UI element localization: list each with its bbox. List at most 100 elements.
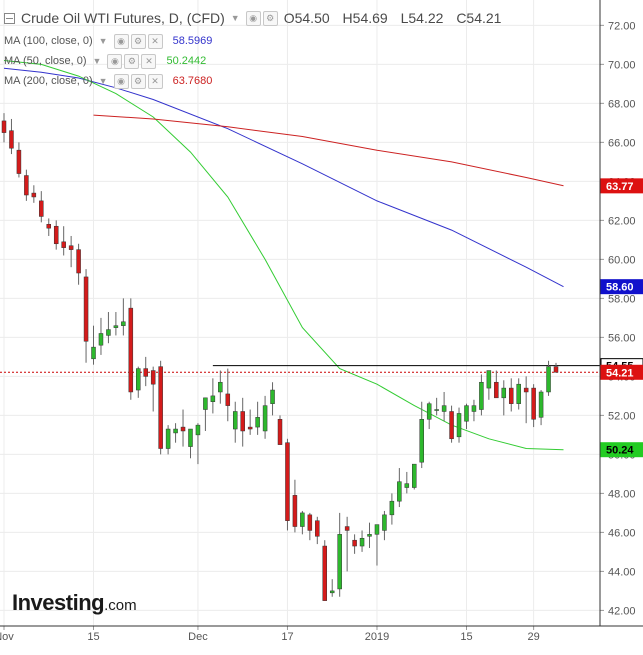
y-tick-label: 44.00 xyxy=(608,566,636,578)
candle-body xyxy=(76,249,81,274)
candle-body xyxy=(471,405,477,412)
candle-body xyxy=(359,537,365,547)
candle-body xyxy=(136,368,141,391)
gear-icon[interactable]: ⚙ xyxy=(262,10,278,26)
eye-icon[interactable]: ◉ xyxy=(113,73,129,89)
candle-body xyxy=(501,387,507,399)
candle-body xyxy=(247,426,253,430)
candle-body xyxy=(456,413,462,438)
candle-body xyxy=(195,424,201,436)
y-tick-label: 70.00 xyxy=(608,59,636,71)
candle-body xyxy=(397,481,402,502)
y-tick-label: 60.00 xyxy=(608,254,636,266)
x-tick-label: 17 xyxy=(281,631,293,643)
candle-body xyxy=(203,397,208,410)
candle-body xyxy=(53,225,59,245)
candle-body xyxy=(419,419,424,463)
gear-icon[interactable]: ⚙ xyxy=(130,73,146,89)
candle-body xyxy=(441,405,447,412)
candle-body xyxy=(479,381,484,410)
price-tag xyxy=(600,178,643,194)
candle-body xyxy=(106,329,111,336)
eye-icon[interactable]: ◉ xyxy=(107,53,123,69)
close-icon[interactable]: ✕ xyxy=(147,73,163,89)
candle-body xyxy=(255,417,260,428)
price-tag-label: 50.24 xyxy=(606,445,634,457)
candle-body xyxy=(98,333,104,346)
y-tick-label: 56.00 xyxy=(608,332,636,344)
candle-body xyxy=(143,368,148,377)
y-tick-label: 72.00 xyxy=(608,20,636,32)
x-tick-label: Nov xyxy=(0,631,14,643)
candle-body xyxy=(232,411,238,430)
chevron-down-icon[interactable]: ▼ xyxy=(98,36,108,46)
low-value: L54.22 xyxy=(400,10,444,26)
y-tick-label: 46.00 xyxy=(608,527,636,539)
ma-line xyxy=(3,67,564,288)
candle-body xyxy=(150,370,156,385)
candle-body xyxy=(464,405,469,422)
chevron-down-icon[interactable]: ▼ xyxy=(98,76,108,86)
candle-body xyxy=(300,512,305,527)
candle-body xyxy=(240,411,245,432)
candle-body xyxy=(225,393,231,406)
candle-body xyxy=(315,520,320,537)
price-tag xyxy=(600,442,643,458)
ohlc-values: O54.50 H54.69 L54.22 C54.21 xyxy=(284,10,511,26)
x-tick-label: 15 xyxy=(87,631,99,643)
x-tick-label: 29 xyxy=(527,631,539,643)
indicator-value: 63.7680 xyxy=(172,75,213,87)
candle-body xyxy=(329,590,335,594)
candle-body xyxy=(218,381,223,393)
gear-icon[interactable]: ⚙ xyxy=(130,33,146,49)
indicator-ma-50[interactable]: MA (50, close, 0) ▼ ◉ ⚙ ✕ 50.2442 xyxy=(4,53,206,69)
candle-body xyxy=(508,387,514,404)
open-value: O54.50 xyxy=(283,10,330,26)
ma-line xyxy=(93,114,564,187)
candle-body xyxy=(91,346,96,360)
candle-body xyxy=(553,366,559,373)
eye-icon[interactable]: ◉ xyxy=(245,10,261,26)
candle-body xyxy=(337,534,342,590)
candle-body xyxy=(270,389,275,404)
indicator-ma-100[interactable]: MA (100, close, 0) ▼ ◉ ⚙ ✕ 58.5969 xyxy=(4,33,212,49)
price-levels xyxy=(0,365,600,373)
moving-average-lines xyxy=(3,60,564,451)
candle-body xyxy=(389,500,395,516)
candle-body xyxy=(367,534,372,537)
indicator-label: MA (100, close, 0) xyxy=(4,35,93,47)
logo-main: Investing xyxy=(12,590,105,615)
candle-body xyxy=(188,428,193,447)
candle-body xyxy=(523,387,529,393)
collapse-icon[interactable] xyxy=(4,12,15,24)
price-tag-label: 54.21 xyxy=(606,367,634,379)
candle-body xyxy=(546,366,551,393)
candle-body xyxy=(516,383,521,404)
candle-body xyxy=(374,524,380,535)
ma-line xyxy=(3,60,564,451)
indicator-value: 50.2442 xyxy=(166,55,207,67)
chart-grid xyxy=(0,0,600,626)
chevron-down-icon[interactable]: ▼ xyxy=(92,56,102,66)
candle-body xyxy=(404,483,410,488)
indicator-ma-200[interactable]: MA (200, close, 0) ▼ ◉ ⚙ ✕ 63.7680 xyxy=(4,73,212,89)
eye-icon[interactable]: ◉ xyxy=(113,33,129,49)
candle-body xyxy=(180,426,186,432)
candle-body xyxy=(9,130,14,149)
indicator-label: MA (200, close, 0) xyxy=(4,75,93,87)
close-icon[interactable]: ✕ xyxy=(147,33,163,49)
candle-body xyxy=(173,428,178,434)
candle-body xyxy=(262,405,268,432)
candle-body xyxy=(16,149,22,174)
gear-icon[interactable]: ⚙ xyxy=(124,53,140,69)
chevron-down-icon[interactable]: ▼ xyxy=(230,13,240,23)
candle-body xyxy=(46,224,52,229)
close-icon[interactable]: ✕ xyxy=(141,53,157,69)
candle-body xyxy=(382,514,387,531)
candle-body xyxy=(83,276,89,342)
price-tag-label: 58.60 xyxy=(606,282,634,294)
high-value: H54.69 xyxy=(342,10,388,26)
x-tick-label: Dec xyxy=(188,631,208,643)
candle-body xyxy=(538,391,544,418)
